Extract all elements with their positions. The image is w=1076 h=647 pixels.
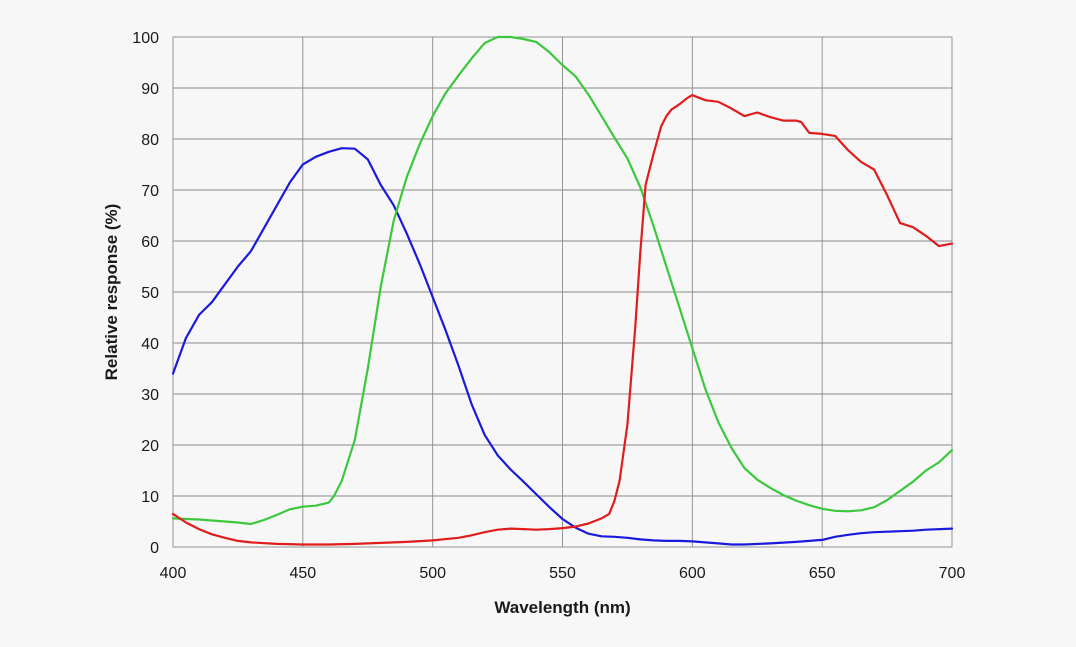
x-axis-ticks: 400 450 500 550 600 650 700 xyxy=(160,565,966,582)
x-tick-label: 700 xyxy=(939,565,966,582)
grid-lines xyxy=(173,37,952,547)
x-tick-label: 600 xyxy=(679,565,706,582)
series-line-3 xyxy=(171,94,954,546)
series-line-2 xyxy=(171,35,954,526)
y-tick-label: 60 xyxy=(141,234,159,251)
y-tick-label: 50 xyxy=(141,285,159,302)
y-axis-label: Relative response (%) xyxy=(102,204,121,381)
y-tick-label: 0 xyxy=(150,540,159,557)
x-axis-label: Wavelength (nm) xyxy=(494,598,630,617)
y-axis-ticks: 0 10 20 30 40 50 60 70 80 90 100 xyxy=(132,30,159,557)
y-tick-label: 80 xyxy=(141,132,159,149)
x-tick-label: 550 xyxy=(549,565,576,582)
y-tick-label: 40 xyxy=(141,336,159,353)
y-tick-label: 70 xyxy=(141,183,159,200)
y-tick-label: 30 xyxy=(141,387,159,404)
y-tick-label: 20 xyxy=(141,438,159,455)
y-tick-label: 10 xyxy=(141,489,159,506)
data-series xyxy=(171,35,954,546)
y-tick-label: 100 xyxy=(132,30,159,47)
series-line-1 xyxy=(171,147,954,546)
x-tick-label: 650 xyxy=(809,565,836,582)
x-tick-label: 450 xyxy=(289,565,316,582)
x-tick-label: 400 xyxy=(160,565,187,582)
y-tick-label: 90 xyxy=(141,81,159,98)
x-tick-label: 500 xyxy=(419,565,446,582)
